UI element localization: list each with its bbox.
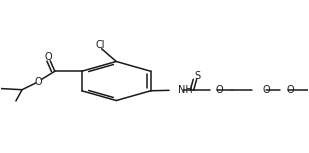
Text: O: O xyxy=(263,85,270,95)
Text: O: O xyxy=(45,52,53,62)
Text: O: O xyxy=(286,85,294,95)
Text: O: O xyxy=(215,85,222,95)
Text: S: S xyxy=(194,71,200,81)
Text: Cl: Cl xyxy=(95,40,105,50)
Text: O: O xyxy=(34,77,42,87)
Text: NH: NH xyxy=(178,85,193,95)
